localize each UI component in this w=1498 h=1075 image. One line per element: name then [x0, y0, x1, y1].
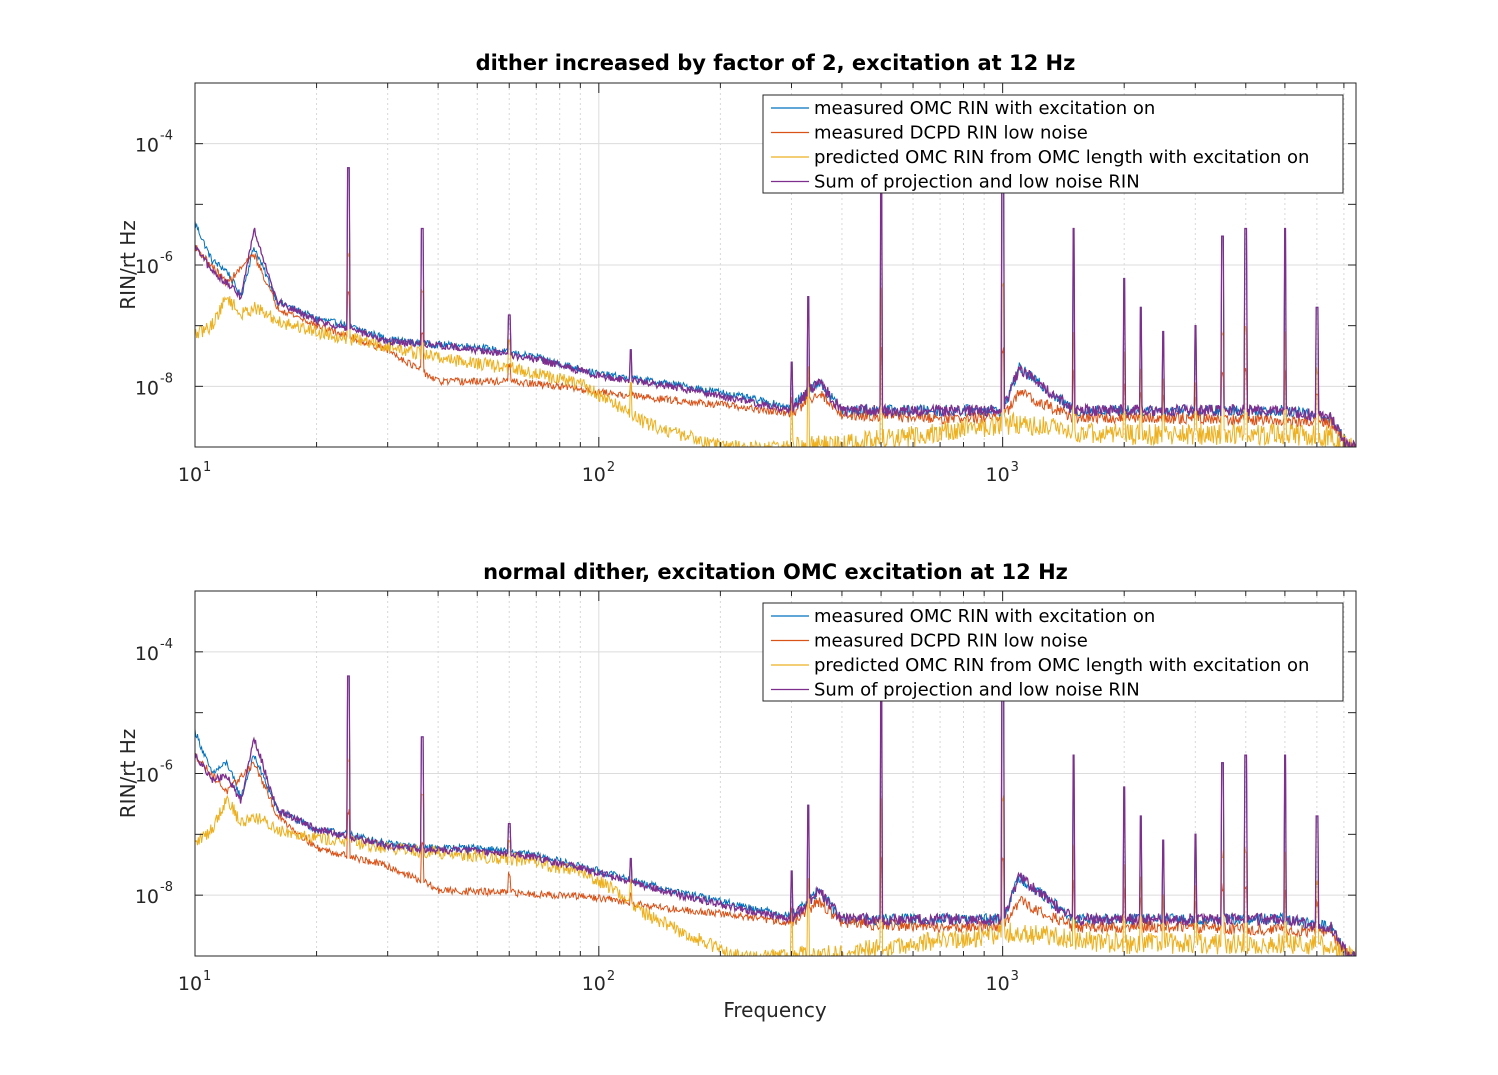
y-tick-label: 10 -6 — [135, 759, 173, 787]
legend-label: measured DCPD RIN low noise — [814, 631, 1088, 652]
legend-label: Sum of projection and low noise RIN — [814, 680, 1140, 701]
svg-text:2: 2 — [607, 969, 615, 984]
x-tick-label: 10 1 — [178, 969, 211, 995]
traces — [195, 651, 1356, 956]
legend-label: measured OMC RIN with excitation on — [814, 98, 1155, 119]
legend-entry: measured OMC RIN with excitation on — [771, 98, 1155, 119]
svg-text:10: 10 — [582, 464, 606, 486]
legend: measured OMC RIN with excitation on measu… — [762, 602, 1344, 702]
y-tick-label: 10 -8 — [135, 371, 173, 399]
svg-text:10: 10 — [135, 256, 159, 278]
legend-label: predicted OMC RIN from OMC length with e… — [814, 655, 1309, 676]
legend-entry: predicted OMC RIN from OMC length with e… — [771, 147, 1309, 168]
tick-marks — [194, 82, 1356, 448]
x-tick-label: 10 2 — [582, 460, 615, 486]
legend-entry: measured DCPD RIN low noise — [771, 123, 1088, 144]
svg-text:1: 1 — [203, 969, 211, 984]
svg-text:10: 10 — [582, 973, 606, 995]
svg-text:-4: -4 — [160, 129, 173, 144]
x-tick-label: 10 3 — [986, 969, 1019, 995]
svg-text:10: 10 — [178, 464, 202, 486]
legend-label: predicted OMC RIN from OMC length with e… — [814, 147, 1309, 168]
svg-text:-8: -8 — [160, 371, 173, 386]
series-line — [195, 143, 1356, 447]
svg-text:-4: -4 — [160, 637, 173, 652]
x-tick-label: 10 2 — [582, 969, 615, 995]
traces — [195, 143, 1356, 447]
svg-text:-8: -8 — [160, 880, 173, 895]
y-tick-label: 10 -8 — [135, 880, 173, 908]
svg-text:2: 2 — [607, 460, 615, 475]
tick-marks — [194, 590, 1356, 957]
legend-entry: predicted OMC RIN from OMC length with e… — [771, 655, 1309, 676]
legend-label: measured DCPD RIN low noise — [814, 123, 1088, 144]
x-tick-label: 10 3 — [986, 460, 1019, 486]
legend-label: measured OMC RIN with excitation on — [814, 606, 1155, 627]
chart-title: dither increased by factor of 2, excitat… — [476, 51, 1076, 75]
svg-text:1: 1 — [203, 460, 211, 475]
legend-entry: Sum of projection and low noise RIN — [771, 172, 1140, 193]
x-axis-label: Frequency — [723, 998, 826, 1022]
y-tick-label: 10 -4 — [135, 637, 173, 665]
svg-text:-6: -6 — [160, 250, 173, 265]
svg-text:10: 10 — [135, 377, 159, 399]
svg-text:-6: -6 — [160, 759, 173, 774]
svg-text:3: 3 — [1011, 460, 1019, 475]
x-tick-label: 10 1 — [178, 460, 211, 486]
legend-entry: Sum of projection and low noise RIN — [771, 680, 1140, 701]
y-tick-label: 10 -6 — [135, 250, 173, 278]
legend-entry: measured OMC RIN with excitation on — [771, 606, 1155, 627]
chart-title: normal dither, excitation OMC excitation… — [483, 560, 1068, 584]
y-axis-label: RIN/rt Hz — [116, 220, 140, 309]
legend-entry: measured DCPD RIN low noise — [771, 631, 1088, 652]
svg-text:10: 10 — [986, 973, 1010, 995]
svg-text:3: 3 — [1011, 969, 1019, 984]
svg-text:10: 10 — [135, 643, 159, 665]
series-line — [195, 651, 1356, 956]
y-axis-label: RIN/rt Hz — [116, 729, 140, 818]
svg-text:10: 10 — [178, 973, 202, 995]
legend-label: Sum of projection and low noise RIN — [814, 172, 1140, 193]
y-tick-label: 10 -4 — [135, 129, 173, 157]
svg-text:10: 10 — [135, 765, 159, 787]
legend: measured OMC RIN with excitation on measu… — [762, 94, 1344, 194]
svg-text:10: 10 — [135, 886, 159, 908]
svg-text:10: 10 — [135, 135, 159, 157]
svg-text:10: 10 — [986, 464, 1010, 486]
